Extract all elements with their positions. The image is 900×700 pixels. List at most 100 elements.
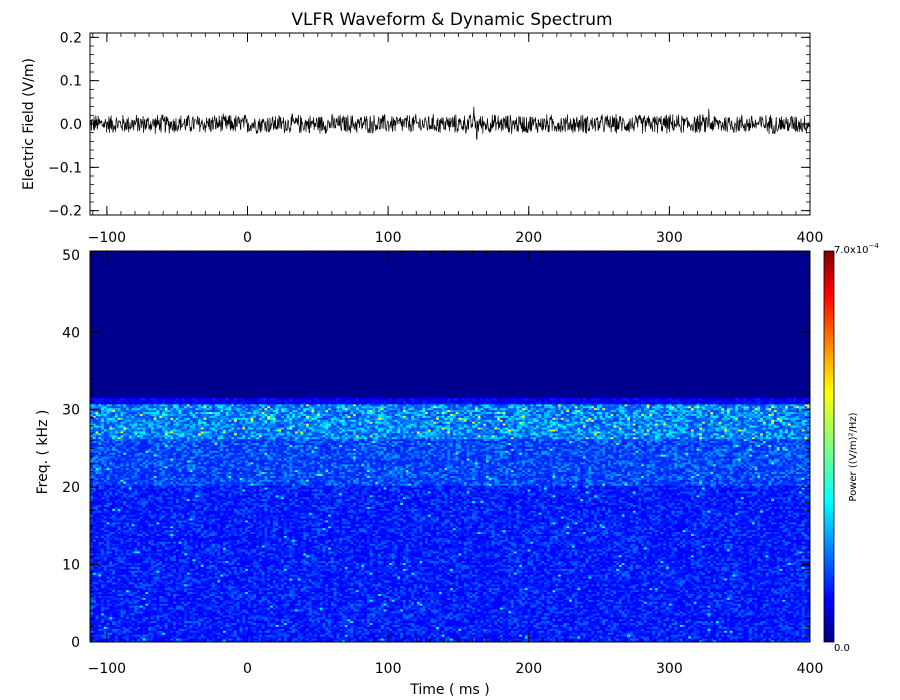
spectrogram-cell xyxy=(419,632,423,635)
spectrogram-cell xyxy=(325,632,329,635)
spectrogram-cell xyxy=(555,626,559,629)
spectrogram-cell xyxy=(92,620,96,624)
spectrogram-cell xyxy=(444,624,448,627)
spectrogram-cell xyxy=(419,634,423,637)
spectrogram-cell xyxy=(294,626,299,629)
spectrogram-cell xyxy=(580,632,584,635)
spectrogram-cell xyxy=(184,632,188,635)
spectrogram-cell xyxy=(804,640,808,642)
spectrogram-cell xyxy=(220,622,224,625)
spectrogram-cell xyxy=(596,638,600,641)
spectrogram-cell xyxy=(785,632,789,635)
spectrogram-cell xyxy=(198,634,202,637)
spectrogram-cell xyxy=(657,640,661,642)
spectrogram-cell xyxy=(499,638,504,641)
spectrogram-cell xyxy=(261,628,265,631)
spectrogram-cell xyxy=(474,622,479,625)
spectrogram-cell xyxy=(613,638,617,641)
spectrogram-cell xyxy=(264,638,268,641)
spectrogram-cell xyxy=(530,634,534,637)
spectrogram-cell xyxy=(751,628,756,631)
spectrogram-cell xyxy=(804,626,808,629)
spectrogram-cell xyxy=(386,626,390,629)
spectrogram-cell xyxy=(455,626,459,629)
spectrogram-cell xyxy=(582,628,587,631)
spectrogram-cell xyxy=(272,634,276,637)
spectrogram-cell xyxy=(294,622,299,625)
spectrogram-cell xyxy=(707,630,711,633)
spectrogram-cell xyxy=(668,628,672,631)
spectrogram-cell xyxy=(289,632,293,635)
spectrogram-cell xyxy=(200,630,204,633)
spectrogram-cell xyxy=(175,628,180,631)
spectrogram-cell xyxy=(643,640,648,642)
spectrogram-cell xyxy=(267,626,271,629)
spectrogram-cell xyxy=(754,630,758,633)
spectrogram-cell xyxy=(228,620,232,624)
spectrogram-cell xyxy=(153,624,157,627)
spectrogram-cell xyxy=(458,636,462,639)
spectrogram-cell xyxy=(95,622,99,625)
spectrogram-cell xyxy=(303,628,307,631)
spectrogram-cell xyxy=(117,636,121,639)
spectrogram-cell xyxy=(278,620,282,624)
spectrogram-cell xyxy=(164,640,168,642)
spectrogram-cell xyxy=(228,632,232,635)
spectrogram-cell xyxy=(153,634,157,637)
spectrogram-cell xyxy=(688,636,692,639)
spectrogram-cell xyxy=(483,640,487,642)
spectrogram-cell xyxy=(430,638,434,641)
spectrogram-cell xyxy=(355,638,360,641)
spectrogram-cell xyxy=(735,636,739,639)
spectrogram-cell xyxy=(184,620,188,624)
spectrogram-cell xyxy=(103,640,108,642)
spectrogram-cell xyxy=(480,640,484,642)
spectrogram-cell xyxy=(560,626,564,629)
spectrogram-cell xyxy=(258,632,263,635)
spectrogram-cell xyxy=(258,630,263,633)
spectrogram-cell xyxy=(594,626,598,629)
spectrogram-cell xyxy=(699,622,703,625)
spectrogram-cell xyxy=(447,638,451,641)
spectrogram-cell xyxy=(690,622,695,625)
spectrogram-cell xyxy=(704,636,708,639)
spectrogram-cell xyxy=(666,630,670,633)
y-tick-label: −0.1 xyxy=(48,160,82,176)
spectrogram-cell xyxy=(325,630,329,633)
spectrogram-cell xyxy=(145,626,149,629)
spectrogram-cell xyxy=(150,634,155,637)
spectrogram-cell xyxy=(181,634,185,637)
spectrogram-cell xyxy=(162,630,166,633)
spectrogram-cell xyxy=(499,630,504,633)
spectrogram-cell xyxy=(214,630,218,633)
spectrogram-cell xyxy=(541,636,545,639)
spectrogram-cell xyxy=(682,626,686,629)
spectrogram-cell xyxy=(726,640,731,642)
spectrogram-cell xyxy=(466,638,470,641)
spectrogram-cell xyxy=(134,624,138,627)
spectrogram-cell xyxy=(657,638,661,641)
spectrogram-cell xyxy=(757,630,761,633)
spectrogram-cell xyxy=(779,638,783,641)
spectrogram-cell xyxy=(779,640,783,642)
spectrogram-cell xyxy=(438,640,443,642)
spectrogram-cell xyxy=(688,632,692,635)
spectrogram-cell xyxy=(702,634,706,637)
spectrogram-cell xyxy=(638,624,642,627)
spectrogram-cell xyxy=(461,634,465,637)
spectrogram-cell xyxy=(311,636,315,639)
spectrogram-cell xyxy=(170,628,174,631)
spectrogram-cell xyxy=(148,620,152,624)
spectrogram-cell xyxy=(314,636,318,639)
spectrogram-cell xyxy=(474,630,479,633)
spectrogram-cell xyxy=(126,624,130,627)
spectrogram-cell xyxy=(126,628,130,631)
spectrogram-cell xyxy=(98,640,102,642)
spectrogram-cell xyxy=(749,634,753,637)
spectrogram-cell xyxy=(148,630,152,633)
spectrogram-cell xyxy=(472,624,476,627)
spectrogram-cell xyxy=(787,636,792,639)
spectrogram-cell xyxy=(558,630,562,633)
spectrogram-cell xyxy=(447,636,451,639)
spectrogram-cell xyxy=(225,638,229,641)
